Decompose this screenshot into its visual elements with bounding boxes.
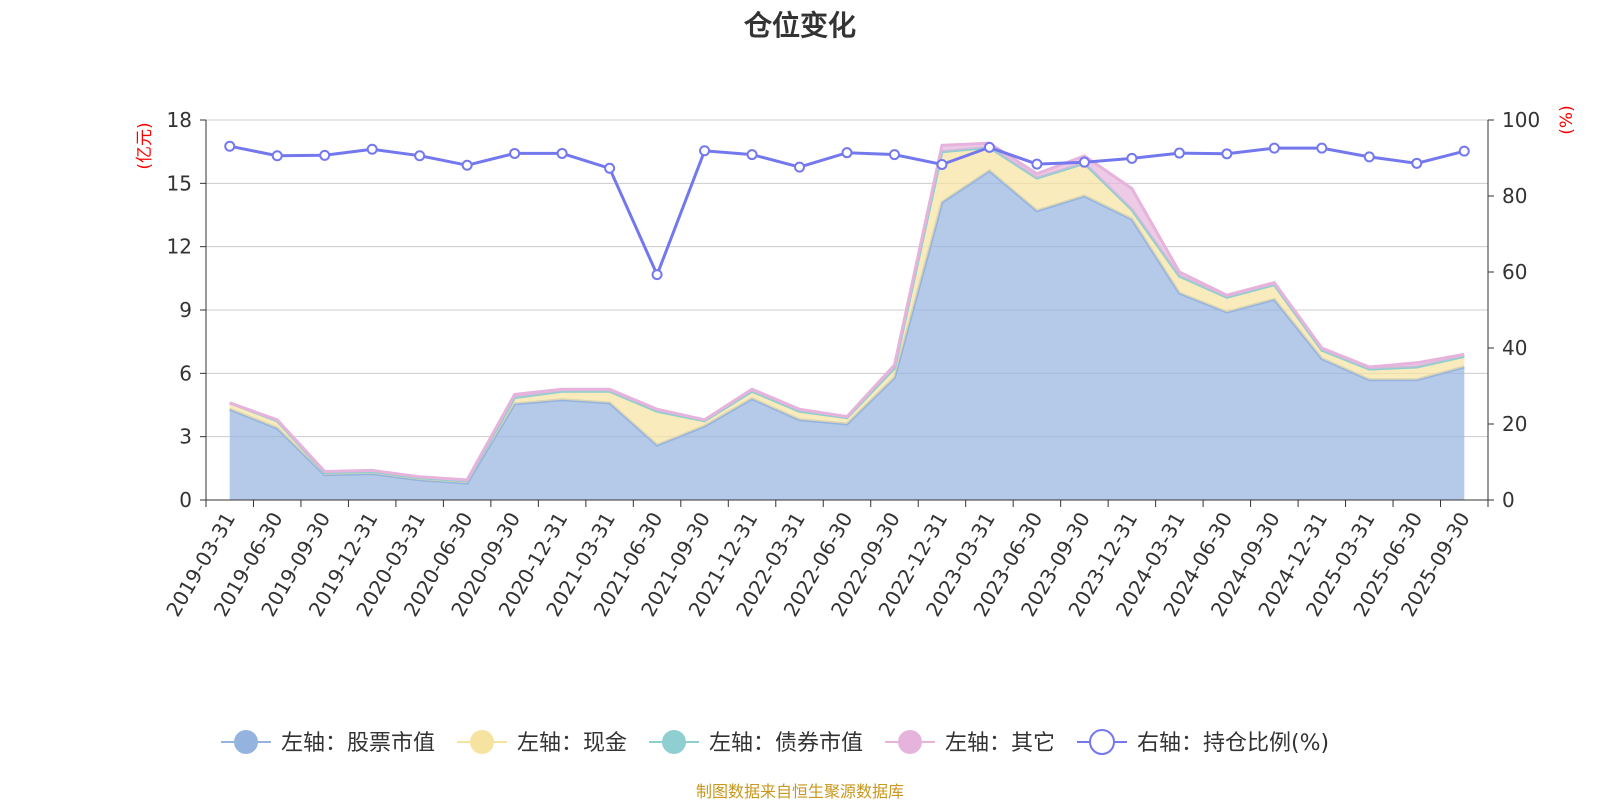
area-左轴：现金 — [229, 147, 1465, 484]
ratio-point — [1221, 148, 1233, 160]
legend-swatch-marker — [1089, 729, 1115, 755]
legend-label: 左轴：其它 — [945, 731, 1055, 756]
right-axis-tick-label: 0 — [1502, 488, 1515, 512]
source-note: 制图数据来自恒生聚源数据库 — [695, 782, 904, 801]
legend-item: 右轴：持仓比例(%) — [1077, 729, 1329, 756]
ratio-line-path — [229, 144, 1465, 279]
right-axis-unit: (%) — [1557, 105, 1577, 134]
ratio-point — [651, 269, 663, 281]
legend: 左轴：股票市值 左轴：现金 左轴：债券市值 左轴：其它 右轴：持仓比例(%) — [221, 729, 1329, 756]
ratio-point — [1173, 147, 1185, 159]
ratio-point — [888, 149, 900, 161]
legend-swatch-marker — [898, 730, 922, 754]
ratio-point — [604, 162, 616, 174]
legend-swatch-marker — [662, 730, 686, 754]
ratio-point — [556, 147, 568, 159]
ratio-point — [271, 150, 283, 162]
legend-item: 左轴：其它 — [885, 730, 1055, 756]
left-axis-tick-label: 12 — [167, 235, 192, 259]
ratio-point — [794, 161, 806, 173]
ratio-point — [319, 149, 331, 161]
legend-label: 右轴：持仓比例(%) — [1137, 731, 1329, 756]
legend-label: 左轴：股票市值 — [281, 731, 435, 756]
left-axis-tick-label: 3 — [179, 425, 192, 449]
ratio-point — [509, 147, 521, 159]
legend-label: 左轴：债券市值 — [709, 731, 863, 756]
left-axis-tick-label: 0 — [179, 488, 192, 512]
legend-item: 左轴：债券市值 — [649, 730, 863, 756]
ratio-line — [224, 140, 1470, 281]
ratio-point — [366, 143, 378, 155]
legend-item: 左轴：股票市值 — [221, 730, 435, 756]
left-axis-tick-label: 18 — [167, 108, 192, 132]
ratio-point — [414, 150, 426, 162]
stacked-areas — [229, 141, 1465, 500]
legend-swatch-marker — [234, 730, 258, 754]
ratio-point — [1126, 152, 1138, 164]
ratio-point — [1458, 145, 1470, 157]
ratio-point — [936, 158, 948, 170]
ratio-point — [1031, 158, 1043, 170]
left-axis-unit: (亿元) — [135, 122, 155, 169]
legend-swatch-marker — [470, 730, 494, 754]
ratio-point — [841, 147, 853, 159]
ratio-point — [1363, 151, 1375, 163]
legend-label: 左轴：现金 — [517, 731, 627, 756]
ratio-point — [224, 140, 236, 152]
right-axis-tick-label: 20 — [1502, 412, 1527, 436]
chart-title: 仓位变化 — [743, 9, 856, 42]
ratio-point — [1316, 142, 1328, 154]
right-axis-tick-label: 100 — [1502, 108, 1540, 132]
ratio-point — [1078, 156, 1090, 168]
grid-lines — [206, 119, 1488, 438]
right-axis-tick-label: 80 — [1502, 184, 1527, 208]
area-左轴：股票市值 — [229, 170, 1465, 500]
left-axis-tick-label: 15 — [167, 171, 192, 195]
right-axis-tick-label: 40 — [1502, 336, 1527, 360]
left-axis-tick-label: 9 — [179, 298, 192, 322]
ratio-point — [1411, 157, 1423, 169]
ratio-point — [699, 145, 711, 157]
ratio-point — [1268, 142, 1280, 154]
legend-item: 左轴：现金 — [457, 730, 627, 756]
area-edge-左轴：其它 — [229, 141, 1465, 482]
ratio-point — [983, 141, 995, 153]
ratio-point — [746, 149, 758, 161]
left-axis-tick-label: 6 — [179, 361, 192, 385]
right-axis-tick-label: 60 — [1502, 260, 1527, 284]
ratio-point — [461, 159, 473, 171]
